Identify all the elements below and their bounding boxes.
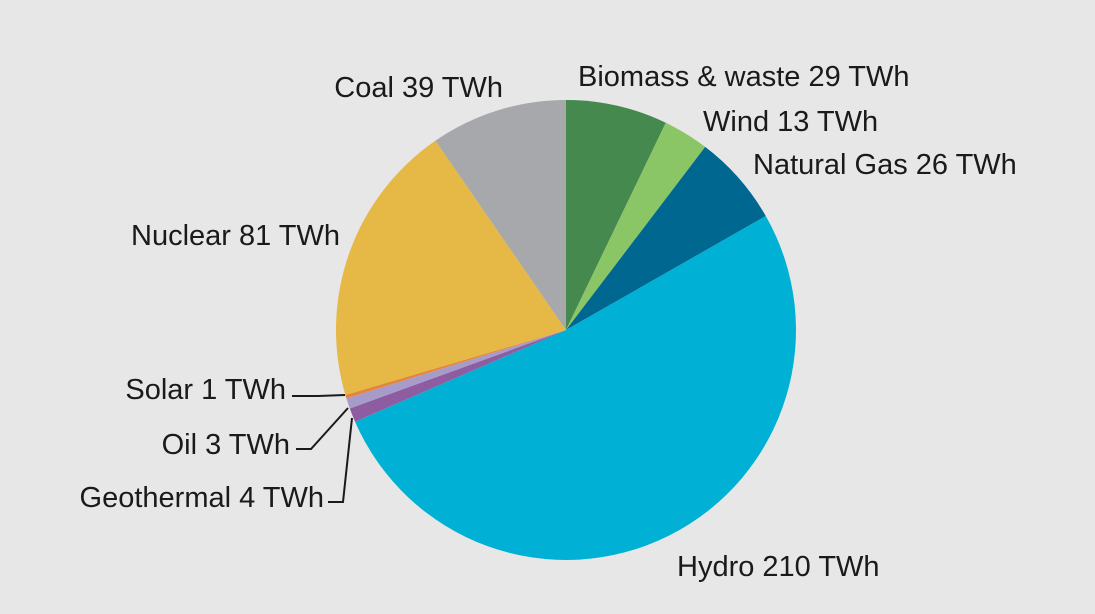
pie-slice-geothermal	[349, 330, 566, 422]
slice-label-geothermal: Geothermal 4 TWh	[80, 482, 324, 514]
pie-slice-biomass-waste	[566, 100, 666, 330]
pie-slice-hydro	[355, 216, 796, 560]
pie-slice-natural-gas	[566, 146, 766, 330]
pie-slices	[336, 100, 796, 560]
pie-slice-solar	[345, 330, 566, 399]
leader-line-oil	[296, 407, 349, 450]
leader-line-geothermal	[328, 417, 353, 503]
slice-label-wind: Wind 13 TWh	[703, 106, 878, 138]
slice-label-biomass-waste: Biomass & waste 29 TWh	[578, 61, 909, 93]
leader-line-solar	[292, 394, 346, 397]
slice-label-solar: Solar 1 TWh	[125, 374, 286, 406]
slice-label-nuclear: Nuclear 81 TWh	[131, 220, 340, 252]
pie-slice-nuclear	[336, 140, 566, 395]
slice-labels: Biomass & waste 29 TWh Wind 13 TWh Natural…	[80, 61, 1017, 583]
slice-label-natural-gas: Natural Gas 26 TWh	[753, 149, 1017, 181]
label-leader-lines	[292, 394, 353, 503]
slice-label-hydro: Hydro 210 TWh	[677, 551, 880, 583]
slice-label-oil: Oil 3 TWh	[162, 429, 290, 461]
pie-slice-coal	[435, 100, 566, 330]
slice-label-coal: Coal 39 TWh	[334, 72, 503, 104]
pie-slice-oil	[346, 330, 566, 409]
pie-slice-wind	[566, 122, 706, 330]
